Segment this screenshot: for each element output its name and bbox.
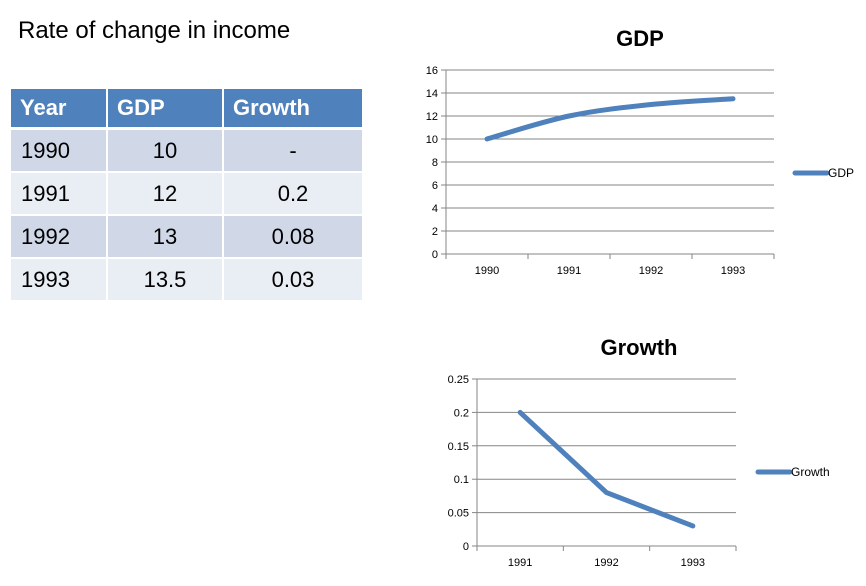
table-cell-growth: -: [224, 130, 362, 173]
y-tick-label: 0.15: [448, 441, 469, 453]
table-header-growth: Growth: [224, 89, 362, 130]
x-tick-label: 1991: [557, 265, 581, 277]
table-header-gdp: GDP: [108, 89, 224, 130]
series-line-growth: [517, 409, 696, 529]
x-tick-label: 1991: [508, 557, 532, 569]
x-tick-label: 1992: [594, 557, 618, 569]
x-tick-label: 1992: [639, 265, 663, 277]
y-tick-label: 0.1: [454, 474, 469, 486]
table-header-row: Year GDP Growth: [11, 89, 362, 130]
y-tick-label: 2: [432, 226, 438, 238]
x-tick-label: 1993: [681, 557, 705, 569]
table-row: 1993 13.5 0.03: [11, 259, 362, 302]
y-tick-label: 10: [426, 134, 438, 146]
table-cell-gdp: 10: [108, 130, 224, 173]
y-tick-label: 0.2: [454, 407, 469, 419]
table-cell-growth: 0.03: [224, 259, 362, 302]
table-cell-growth: 0.2: [224, 173, 362, 216]
y-tick-label: 0.25: [448, 374, 469, 386]
y-tick-label: 0.05: [448, 508, 469, 520]
table-cell-year: 1990: [11, 130, 108, 173]
table-cell-gdp: 13.5: [108, 259, 224, 302]
y-tick-label: 16: [426, 65, 438, 77]
chart-title: Growth: [601, 335, 678, 360]
table-cell-year: 1993: [11, 259, 108, 302]
table-cell-year: 1992: [11, 216, 108, 259]
y-tick-label: 12: [426, 111, 438, 123]
chart-title: GDP: [616, 26, 664, 51]
y-tick-label: 6: [432, 180, 438, 192]
x-tick-label: 1990: [475, 265, 499, 277]
series-line-gdp: [484, 96, 736, 142]
y-tick-label: 4: [432, 203, 438, 215]
y-tick-label: 0: [432, 249, 438, 261]
table-row: 1992 13 0.08: [11, 216, 362, 259]
table-cell-year: 1991: [11, 173, 108, 216]
y-tick-label: 8: [432, 157, 438, 169]
legend-label: GDP: [828, 166, 854, 180]
table-cell-growth: 0.08: [224, 216, 362, 259]
table-row: 1991 12 0.2: [11, 173, 362, 216]
income-table: Year GDP Growth 1990 10 - 1991 12 0.2 19…: [11, 89, 362, 302]
table-row: 1990 10 -: [11, 130, 362, 173]
table-cell-gdp: 13: [108, 216, 224, 259]
table-cell-gdp: 12: [108, 173, 224, 216]
x-tick-label: 1993: [721, 265, 745, 277]
gdp-line-chart: GDP 0 2 4 6 8 10 12 14 16 1990 1991 1992 1993 GDP: [426, 26, 854, 277]
y-tick-label: 14: [426, 88, 438, 100]
y-tick-label: 0: [463, 541, 469, 553]
slide-title: Rate of change in income: [18, 17, 291, 44]
legend-label: Growth: [791, 465, 830, 479]
table-header-year: Year: [11, 89, 108, 130]
